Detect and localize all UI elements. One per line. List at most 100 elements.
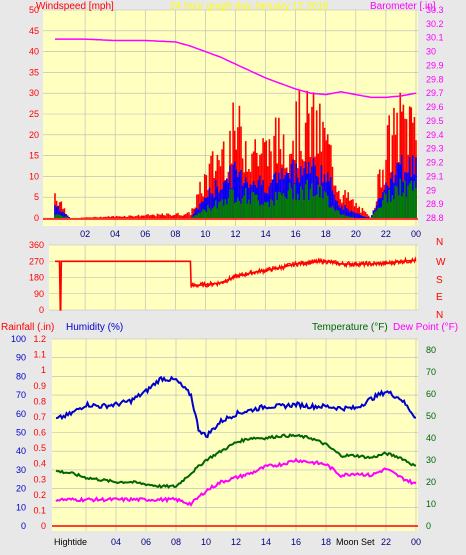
wind-x-tick-label: 18 (321, 229, 331, 239)
temperature-y-tick-label: 0 (426, 521, 431, 531)
compass-letter: E (436, 292, 443, 303)
rain-y-tick-label: 0.9 (33, 381, 46, 391)
humidity-y-tick-label: 90 (16, 353, 26, 363)
wind-x-tick-label: 04 (110, 229, 120, 239)
baro-y-tick-label: 29.3 (426, 144, 444, 154)
temperature-y-tick-label: 80 (426, 345, 436, 355)
humidity-y-tick-label: 60 (16, 409, 26, 419)
humidity-y-tick-label: 80 (16, 371, 26, 381)
wind-x-tick-label: 10 (200, 229, 210, 239)
temperature-y-tick-label: 70 (426, 367, 436, 377)
rain-y-tick-label: 0.8 (33, 396, 46, 406)
temperature-y-tick-label: 60 (426, 389, 436, 399)
baro-y-tick-label: 29.8 (426, 74, 444, 84)
wind-x-tick-label: 00 (411, 229, 421, 239)
temp-x-tick-label: 14 (261, 537, 271, 547)
baro-y-tick-label: 29.7 (426, 88, 444, 98)
temperature-y-tick-label: 10 (426, 499, 436, 509)
barometer-y-ticks: 28.8 28.9 29 29.1 29.2 29.3 29.4 29.5 29.6 29.7 29… (426, 5, 444, 223)
humidity-y-ticks: 0 10 20 30 40 50 60 70 80 90 100 (11, 334, 26, 531)
temp-x-tick-label: 22 (381, 537, 391, 547)
humidity-y-tick-label: 30 (16, 465, 26, 475)
temp-x-tick-label: 00 (411, 537, 421, 547)
rain-y-tick-label: 0.6 (33, 428, 46, 438)
graph-title: 24 hour graph day January 12 2016 (170, 1, 329, 12)
rain-y-tick-label: 1.2 (33, 334, 46, 344)
temp-x-tick-label: 06 (141, 537, 151, 547)
baro-y-tick-label: 29.5 (426, 116, 444, 126)
baro-y-tick-label: 30.1 (426, 33, 444, 43)
temperature-y-ticks: 0 10 20 30 40 50 60 70 80 (426, 345, 436, 531)
compass-letter: S (436, 275, 443, 286)
direction-y-tick-label: 90 (34, 289, 44, 299)
baro-y-tick-label: 29.1 (426, 171, 444, 181)
wind-y-ticks: 0 5 10 15 20 25 30 35 40 45 50 (29, 5, 39, 223)
baro-y-tick-label: 29.6 (426, 102, 444, 112)
baro-y-tick-label: 30 (426, 47, 436, 57)
wind-x-tick-label: 02 (80, 229, 90, 239)
temp-x-tick-label: 16 (291, 537, 301, 547)
rain-y-tick-label: 0.1 (33, 505, 46, 515)
baro-y-tick-label: 30.2 (426, 19, 444, 29)
dewpoint-label: Dew Point (°F) (393, 322, 458, 333)
direction-line (55, 256, 417, 311)
temp-hum-panel: 0 0.1 0.2 0.3 0.4 0.5 0.6 0.7 0.8 0.9 1 1.1 1.2 0 10 2… (1, 322, 458, 547)
humidity-y-tick-label: 10 (16, 502, 26, 512)
wind-x-tick-label: 08 (170, 229, 180, 239)
barometer-label: Barometer [.in] (370, 1, 436, 12)
hightide-label: Hightide (54, 537, 87, 547)
baro-y-tick-label: 29.4 (426, 130, 444, 140)
wind-x-ticks: 02 04 06 08 10 12 14 16 18 20 22 00 (80, 229, 421, 239)
temp-x-tick-label: 12 (231, 537, 241, 547)
humidity-y-tick-label: 20 (16, 484, 26, 494)
rain-y-tick-label: 0.4 (33, 459, 46, 469)
compass-letter: N (436, 310, 443, 321)
rain-y-tick-label: 0.3 (33, 474, 46, 484)
humidity-label: Humidity (%) (66, 322, 123, 333)
temperature-trace (55, 433, 417, 489)
wind-y-tick-label: 25 (29, 109, 39, 119)
humidity-y-tick-label: 50 (16, 428, 26, 438)
temp-lines (52, 375, 418, 527)
temp-x-tick-label: 04 (111, 537, 121, 547)
humidity-y-tick-label: 70 (16, 390, 26, 400)
rain-y-tick-label: 1.1 (33, 350, 46, 360)
rain-y-ticks: 0 0.1 0.2 0.3 0.4 0.5 0.6 0.7 0.8 0.9 1 1.1 1.2 (33, 334, 46, 531)
wind-y-tick-label: 40 (29, 47, 39, 57)
direction-y-tick-label: 360 (29, 240, 44, 250)
wind-x-tick-label: 14 (261, 229, 271, 239)
wind-x-tick-label: 16 (291, 229, 301, 239)
wind-y-tick-label: 35 (29, 67, 39, 77)
rain-y-tick-label: 0 (41, 521, 46, 531)
temperature-label: Temperature (°F) (312, 322, 388, 333)
wind-y-tick-label: 0 (34, 213, 39, 223)
temperature-y-tick-label: 40 (426, 433, 436, 443)
humidity-y-tick-label: 100 (11, 334, 26, 344)
baro-y-tick-label: 30.3 (426, 5, 444, 15)
wind-y-tick-label: 20 (29, 130, 39, 140)
wind-bars (43, 89, 418, 220)
direction-y-tick-label: 0 (39, 305, 44, 315)
humidity-y-tick-label: 0 (21, 521, 26, 531)
windspeed-label: Windspeed [mph] (36, 1, 114, 12)
baro-y-tick-label: 28.9 (426, 199, 444, 209)
temp-x-tick-label: 18 (321, 537, 331, 547)
temp-x-tick-label: 08 (171, 537, 181, 547)
rain-y-tick-label: 0.5 (33, 443, 46, 453)
rain-y-tick-label: 0.7 (33, 412, 46, 422)
wind-y-tick-label: 45 (29, 26, 39, 36)
wind-x-tick-label: 20 (351, 229, 361, 239)
temp-x-tick-label: 10 (201, 537, 211, 547)
compass-letter: N (436, 237, 443, 248)
wind-y-tick-label: 15 (29, 151, 39, 161)
dewpoint-trace (55, 457, 417, 507)
barometer-trace (55, 38, 417, 99)
temp-plot-area (52, 339, 418, 531)
wind-y-tick-label: 30 (29, 88, 39, 98)
wind-x-tick-label: 22 (381, 229, 391, 239)
baro-y-tick-label: 29.9 (426, 60, 444, 70)
